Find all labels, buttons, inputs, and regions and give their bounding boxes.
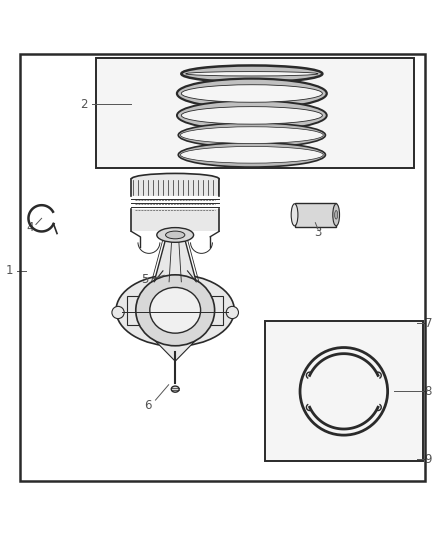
- Ellipse shape: [177, 78, 327, 108]
- Ellipse shape: [180, 147, 323, 163]
- Polygon shape: [154, 239, 196, 282]
- Ellipse shape: [180, 127, 323, 143]
- Ellipse shape: [112, 306, 124, 319]
- Ellipse shape: [131, 173, 219, 184]
- Ellipse shape: [166, 231, 185, 239]
- Bar: [127, 296, 140, 325]
- Polygon shape: [96, 59, 414, 168]
- Ellipse shape: [171, 386, 179, 392]
- Text: 1: 1: [6, 264, 14, 277]
- Ellipse shape: [186, 71, 318, 76]
- Text: 2: 2: [80, 98, 88, 111]
- Text: 6: 6: [144, 399, 152, 413]
- Bar: [210, 296, 223, 325]
- Ellipse shape: [181, 85, 322, 102]
- Ellipse shape: [150, 287, 201, 333]
- Polygon shape: [265, 321, 423, 462]
- Polygon shape: [152, 337, 199, 361]
- Bar: [131, 179, 219, 197]
- Ellipse shape: [136, 275, 215, 346]
- Text: 9: 9: [424, 453, 432, 466]
- Ellipse shape: [177, 101, 327, 130]
- Ellipse shape: [226, 306, 238, 319]
- Bar: [294, 203, 336, 227]
- Text: 5: 5: [141, 273, 148, 286]
- Ellipse shape: [178, 123, 325, 147]
- Ellipse shape: [335, 211, 338, 219]
- Ellipse shape: [178, 142, 325, 167]
- Ellipse shape: [116, 274, 234, 346]
- Ellipse shape: [181, 66, 322, 82]
- Text: 3: 3: [314, 226, 321, 239]
- Ellipse shape: [157, 228, 194, 243]
- Text: 4: 4: [26, 221, 34, 233]
- Text: 7: 7: [424, 317, 432, 330]
- Ellipse shape: [291, 204, 298, 226]
- Bar: [131, 209, 219, 231]
- Ellipse shape: [333, 204, 339, 226]
- Text: 8: 8: [425, 385, 432, 398]
- Ellipse shape: [181, 107, 322, 124]
